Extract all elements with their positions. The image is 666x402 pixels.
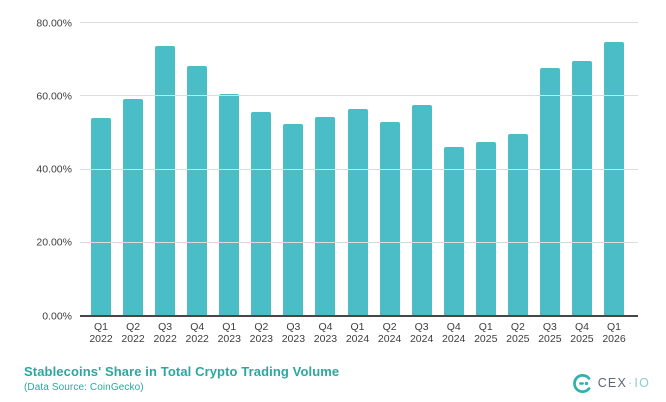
bar-q4-2023 [315, 117, 336, 316]
x-tick-label: Q3 2025 [538, 321, 562, 345]
bar-q4-2022 [187, 65, 208, 316]
x-tick-label: Q1 2026 [602, 321, 626, 345]
x-tick-label: Q4 2024 [442, 321, 466, 345]
logo-separator-dot: · [628, 376, 634, 390]
logo-suffix-text: IO [634, 376, 650, 390]
bar-q2-2025 [507, 133, 528, 316]
chart-title: Stablecoins' Share in Total Crypto Tradi… [24, 364, 340, 379]
y-tick-label: 0.00% [42, 309, 72, 322]
bar-q1-2023 [219, 94, 240, 316]
bar-q1-2024 [347, 108, 368, 316]
x-tick-label: Q1 2022 [89, 321, 113, 345]
gridline [80, 95, 638, 97]
logo-brand-text: CEX [597, 376, 628, 390]
chart-subtitle: (Data Source: CoinGecko) [24, 382, 144, 393]
bar-slot [245, 23, 277, 316]
bar-slot [566, 23, 598, 316]
y-tick-label: 20.00% [36, 236, 72, 249]
bar-slot [181, 23, 213, 316]
bar-slot [438, 23, 470, 316]
x-tick-label: Q2 2025 [506, 321, 530, 345]
x-axis-labels: Q1 2022 Q2 2022 Q3 2022 Q4 2022 Q1 2023 Q2 2023 Q3 20… [85, 321, 630, 345]
bar-q2-2024 [379, 121, 400, 316]
gridline [80, 168, 638, 170]
y-tick-label: 60.00% [36, 90, 72, 102]
cexio-mark-icon [572, 373, 593, 394]
y-tick-label: 80.00% [36, 16, 72, 29]
bar-slot [213, 23, 245, 316]
gridline [80, 22, 638, 23]
x-tick-label: Q2 2022 [121, 321, 145, 345]
x-axis-line [80, 315, 638, 317]
bar-slot [598, 23, 630, 316]
bar-slot [85, 23, 117, 316]
bar-q3-2023 [283, 124, 304, 316]
bar-q1-2026 [604, 42, 625, 316]
cexio-wordmark: CEX · IO [598, 376, 650, 390]
bar-q2-2023 [251, 111, 272, 316]
x-tick-label: Q4 2023 [313, 321, 338, 345]
bar-slot [470, 23, 502, 316]
bar-slot [117, 23, 149, 316]
bar-slot [534, 23, 566, 316]
x-tick-label: Q2 2024 [377, 321, 402, 345]
x-tick-label: Q1 2023 [217, 321, 241, 345]
x-tick-label: Q4 2022 [185, 321, 209, 345]
bar-slot [149, 23, 181, 316]
bar-slot [342, 23, 374, 316]
bar-q2-2022 [123, 98, 144, 316]
x-tick-label: Q4 2025 [570, 321, 594, 345]
bar-q4-2025 [571, 60, 592, 316]
bar-slot [406, 23, 438, 316]
y-tick-label: 40.00% [36, 163, 72, 176]
x-tick-label: Q1 2025 [474, 321, 498, 345]
bar-q1-2022 [91, 117, 112, 316]
x-tick-label: Q3 2024 [409, 321, 434, 345]
cexio-logo[interactable]: CEX · IO [572, 372, 650, 394]
x-tick-label: Q1 2024 [345, 321, 370, 345]
bars-container [85, 23, 630, 316]
bar-slot [309, 23, 341, 316]
bar-q1-2025 [475, 142, 496, 316]
bar-q4-2024 [443, 146, 464, 316]
bar-slot [277, 23, 309, 316]
x-tick-label: Q2 2023 [249, 321, 274, 345]
plot-area: 0.00% 20.00% 40.00% 60.00% 80.00% [0, 18, 666, 321]
bar-slot [502, 23, 534, 316]
x-tick-label: Q3 2022 [153, 321, 177, 345]
gridline [80, 241, 638, 243]
bar-q3-2022 [155, 45, 176, 316]
bar-slot [374, 23, 406, 316]
x-tick-label: Q3 2023 [281, 321, 306, 345]
bar-q3-2025 [539, 68, 560, 316]
bar-q3-2024 [411, 104, 432, 316]
